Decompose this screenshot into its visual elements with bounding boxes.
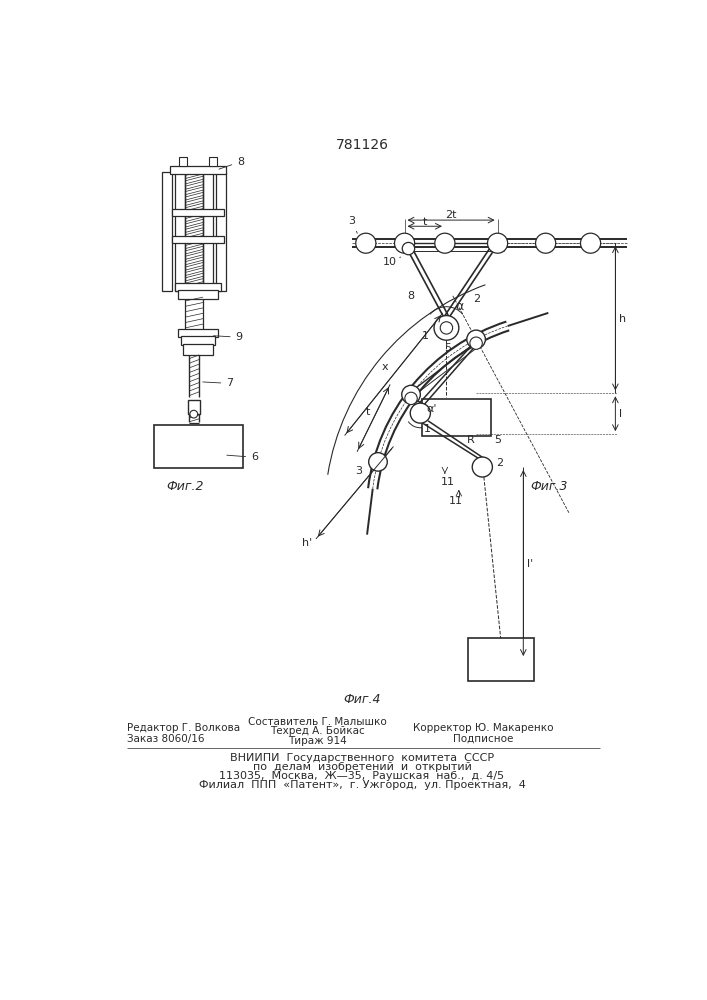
Text: R: R [467, 435, 474, 445]
Circle shape [435, 233, 455, 253]
Text: Составитель Г. Малышко: Составитель Г. Малышко [247, 717, 386, 727]
Circle shape [440, 322, 452, 334]
Text: 2t: 2t [445, 210, 457, 220]
Text: 781126: 781126 [335, 138, 388, 152]
Circle shape [580, 233, 601, 253]
Bar [203, 172, 213, 291]
Bar [162, 172, 172, 291]
Text: 11: 11 [441, 477, 455, 487]
Bar [216, 172, 226, 291]
Text: Редактор Г. Волкова: Редактор Г. Волкова [127, 723, 240, 733]
Bar [178, 329, 218, 337]
Text: 1: 1 [424, 424, 431, 434]
Circle shape [470, 337, 482, 349]
Text: 8: 8 [219, 157, 245, 169]
Circle shape [356, 233, 376, 253]
Text: ВНИИПИ  Государственного  комитета  СССР: ВНИИПИ Государственного комитета СССР [230, 753, 494, 763]
Text: α: α [456, 300, 464, 313]
Circle shape [488, 233, 508, 253]
Text: 5: 5 [494, 435, 501, 445]
Text: Техред А. Бойкас: Техред А. Бойкас [269, 726, 364, 736]
Text: 3: 3 [356, 466, 363, 476]
Circle shape [410, 403, 431, 423]
Bar [421, 399, 491, 436]
Circle shape [395, 233, 414, 253]
Text: t: t [423, 217, 427, 227]
Bar [178, 290, 218, 299]
Text: h: h [619, 314, 626, 324]
Bar [183, 344, 213, 355]
Text: α': α' [426, 404, 437, 414]
Text: Подписное: Подписное [453, 734, 514, 744]
Text: Заказ 8060/16: Заказ 8060/16 [127, 734, 204, 744]
Circle shape [467, 330, 486, 349]
Circle shape [368, 453, 387, 471]
Text: Филиал  ППП  «Патент»,  г. Ужгород,  ул. Проектная,  4: Филиал ППП «Патент», г. Ужгород, ул. Про… [199, 780, 525, 790]
Bar [180, 336, 216, 345]
Text: Фиг.2: Фиг.2 [166, 480, 204, 493]
Text: Корректор Ю. Макаренко: Корректор Ю. Макаренко [414, 723, 554, 733]
Bar [172, 236, 224, 243]
Circle shape [405, 392, 417, 405]
Bar [179, 157, 187, 166]
Circle shape [402, 242, 414, 255]
Bar [209, 157, 217, 166]
Bar [187, 400, 200, 414]
Text: 8: 8 [408, 291, 415, 301]
Bar [154, 425, 243, 468]
Bar [468, 638, 534, 681]
Text: l': l' [527, 559, 533, 569]
Text: 7: 7 [203, 378, 233, 388]
Text: 1: 1 [421, 331, 428, 341]
Circle shape [535, 233, 556, 253]
Text: 10: 10 [383, 257, 401, 267]
Bar [175, 172, 185, 291]
Circle shape [190, 410, 198, 418]
Bar [172, 209, 224, 216]
Text: 113035,  Москва,  Ж—35,  Раушская  наб.,  д. 4/5: 113035, Москва, Ж—35, Раушская наб., д. … [219, 771, 505, 781]
Text: 11: 11 [449, 496, 463, 506]
Text: 5: 5 [445, 343, 452, 353]
Text: x: x [382, 362, 389, 372]
Circle shape [434, 316, 459, 340]
Text: 3: 3 [348, 216, 357, 233]
Text: t: t [366, 407, 370, 417]
Text: 9: 9 [214, 332, 243, 342]
Circle shape [472, 457, 492, 477]
Text: 6: 6 [227, 452, 258, 462]
Text: Фиг.4: Фиг.4 [343, 693, 380, 706]
Text: 2: 2 [474, 294, 481, 304]
Text: h': h' [302, 538, 312, 548]
Text: по  делам  изобретений  и  открытий: по делам изобретений и открытий [252, 762, 472, 772]
Text: Тираж 914: Тираж 914 [288, 736, 346, 746]
Text: Фиг.3: Фиг.3 [530, 480, 568, 493]
Bar [170, 166, 226, 174]
Bar [175, 283, 221, 291]
Text: l: l [619, 409, 622, 419]
Circle shape [402, 385, 421, 404]
Text: 2: 2 [496, 458, 503, 468]
